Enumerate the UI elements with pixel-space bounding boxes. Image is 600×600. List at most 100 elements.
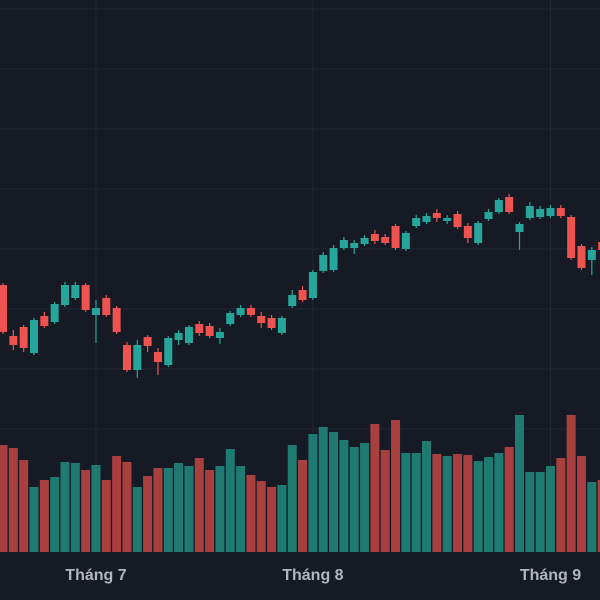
volume-bar — [391, 420, 401, 552]
volume-bar — [0, 445, 8, 552]
candle-body — [494, 200, 503, 212]
candle-body — [19, 327, 28, 348]
candle-body — [329, 248, 338, 270]
volume-bar — [132, 487, 142, 552]
candle-body — [360, 238, 369, 244]
candle-body — [226, 313, 235, 324]
volume-bar — [60, 462, 70, 552]
candle-body — [453, 214, 462, 227]
volume-bar — [236, 466, 246, 552]
volume-bar — [504, 447, 514, 552]
candle-body — [401, 233, 410, 249]
candle-body — [0, 285, 7, 332]
volume-bar — [411, 453, 421, 552]
volume-bar — [101, 480, 111, 552]
candle-body — [463, 226, 472, 238]
candle-body — [133, 345, 142, 370]
volume-bar — [225, 449, 235, 552]
candle-body — [277, 318, 286, 333]
candle-body — [91, 308, 100, 315]
volume-bar — [318, 427, 328, 552]
candle-body — [9, 336, 18, 345]
volume-bar — [597, 480, 600, 552]
volume-bar — [566, 415, 576, 552]
volume-bar — [163, 468, 173, 552]
volume-bar — [246, 475, 256, 552]
volume-bar — [39, 480, 49, 552]
candle-body — [422, 216, 431, 222]
candle-body — [143, 337, 152, 346]
candle-body — [381, 237, 390, 243]
candle-body — [81, 285, 90, 310]
volume-bar — [587, 482, 597, 552]
volume-bar — [556, 458, 566, 552]
candle-body — [112, 308, 121, 332]
volume-bar — [463, 455, 473, 552]
candle-body — [525, 206, 534, 218]
candle-body — [267, 318, 276, 328]
candle-body — [102, 298, 111, 315]
candle-body — [339, 240, 348, 248]
volume-bar — [91, 465, 101, 552]
candle-body — [71, 285, 80, 298]
volume-bar — [287, 445, 297, 552]
candle-body — [184, 327, 193, 343]
x-tick-label: Tháng 8 — [282, 567, 343, 584]
volume-bar — [484, 457, 494, 552]
candle-body — [474, 223, 483, 243]
volume-bar — [174, 463, 184, 552]
volume-bar — [473, 461, 483, 552]
candle-body — [598, 242, 600, 250]
volume-bar — [267, 487, 277, 552]
x-tick-label: Tháng 9 — [520, 567, 581, 584]
candle-body — [319, 255, 328, 271]
volume-bar — [308, 434, 318, 552]
volume-bar — [256, 481, 266, 552]
volume-bar — [515, 415, 524, 552]
candle-body — [484, 212, 493, 219]
volume-bar — [81, 470, 91, 552]
volume-bar — [576, 456, 586, 552]
volume-bar — [370, 424, 380, 552]
candle-body — [587, 250, 596, 260]
candle-body — [205, 326, 214, 336]
candle-body — [391, 226, 400, 248]
candle-body — [308, 272, 317, 298]
volume-bar — [432, 454, 442, 552]
volume-bar — [19, 460, 29, 552]
candle-body — [432, 213, 441, 218]
candle-body — [505, 197, 514, 212]
candle-body — [246, 308, 255, 315]
candle-body — [298, 290, 307, 300]
candle-body — [515, 224, 524, 232]
volume-bar — [535, 472, 545, 552]
candle-body — [153, 352, 162, 362]
candle-body — [546, 208, 555, 216]
volume-bar — [143, 476, 153, 552]
volume-bar — [8, 448, 18, 552]
x-tick-label: Tháng 7 — [65, 567, 126, 584]
volume-bar — [453, 454, 463, 552]
volume-bar — [360, 443, 370, 552]
volume-bar — [422, 441, 432, 552]
candle-body — [174, 333, 183, 340]
candle-body — [536, 209, 545, 217]
volume-bar — [112, 456, 122, 552]
volume-bar — [153, 468, 163, 552]
candle-body — [350, 243, 359, 248]
volume-bar — [525, 472, 535, 552]
volume-bar — [50, 477, 60, 552]
candle-body — [164, 338, 173, 365]
candle-body — [195, 324, 204, 333]
volume-bar — [545, 466, 555, 552]
volume-bar — [329, 432, 339, 552]
volume-bar — [380, 450, 390, 552]
volume-bar — [215, 466, 225, 552]
candle-body — [567, 217, 576, 258]
candle-body — [60, 285, 69, 305]
candle-body — [50, 304, 59, 322]
volume-bar — [194, 458, 204, 552]
candle-body — [412, 218, 421, 226]
